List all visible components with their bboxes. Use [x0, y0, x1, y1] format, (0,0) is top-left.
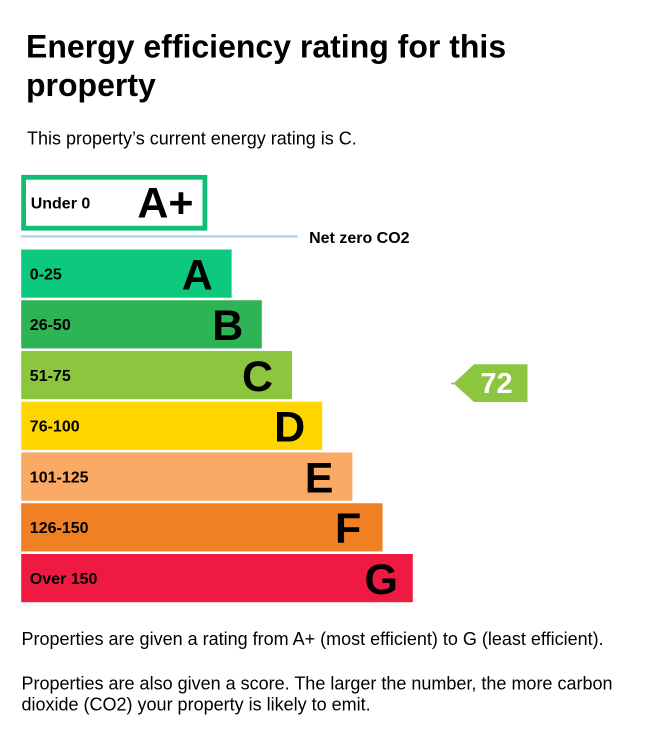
svg-text:26-50: 26-50 [30, 317, 71, 334]
svg-text:E: E [305, 454, 334, 502]
svg-text:property: property [26, 67, 156, 103]
svg-text:B: B [212, 302, 243, 350]
svg-text:G: G [364, 556, 397, 604]
svg-text:101-125: 101-125 [30, 469, 89, 486]
svg-text:dioxide (CO2) your property is: dioxide (CO2) your property is likely to… [22, 695, 371, 715]
svg-text:0-25: 0-25 [30, 266, 62, 283]
svg-text:A+: A+ [137, 179, 193, 227]
svg-text:Properties are given a rating: Properties are given a rating from A+ (m… [22, 629, 604, 649]
svg-text:D: D [274, 404, 305, 452]
svg-text:126-150: 126-150 [30, 520, 89, 537]
svg-text:This property’s current energy: This property’s current energy rating is… [27, 129, 357, 149]
svg-text:Properties are also given a sc: Properties are also given a score. The l… [22, 673, 613, 693]
svg-text:C: C [242, 353, 273, 401]
svg-text:A: A [182, 251, 213, 299]
svg-text:Energy efficiency rating for t: Energy efficiency rating for this [26, 29, 506, 65]
svg-text:72: 72 [480, 368, 512, 400]
svg-text:F: F [335, 505, 361, 553]
svg-text:76-100: 76-100 [30, 419, 80, 436]
svg-text:Over 150: Over 150 [30, 571, 98, 588]
svg-text:Under 0: Under 0 [31, 195, 91, 212]
svg-text:Net zero CO2: Net zero CO2 [309, 230, 410, 247]
svg-text:51-75: 51-75 [30, 368, 71, 385]
